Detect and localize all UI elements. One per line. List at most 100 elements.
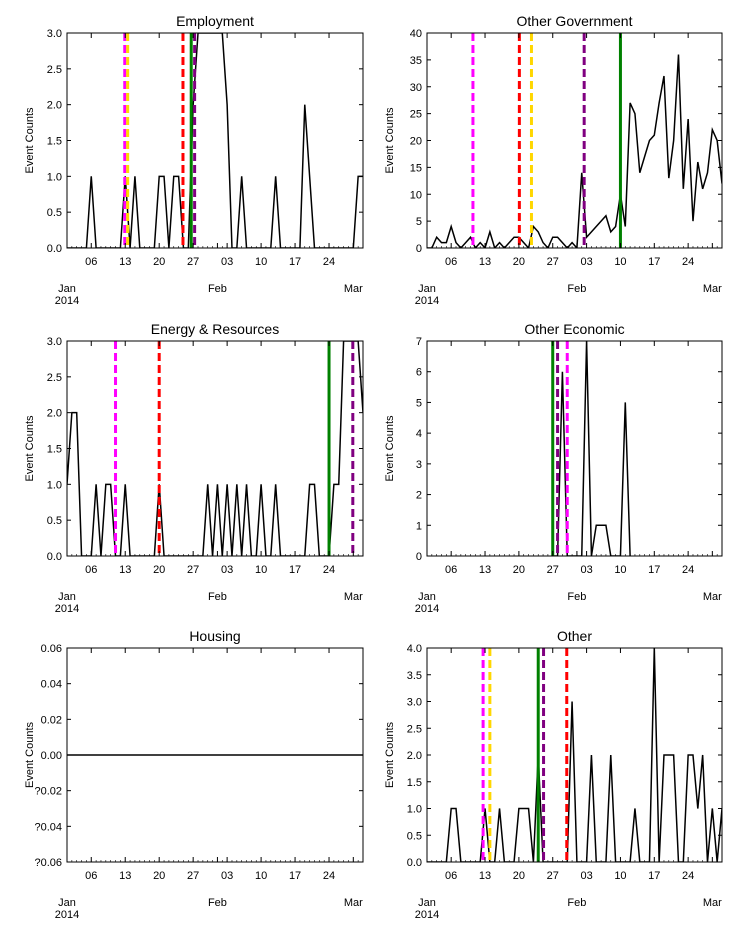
y-tick-label: 4 [416,428,422,440]
x-tick-label: 03 [221,564,233,576]
x-tick-label: 27 [547,256,559,268]
chart-panel: Other Government 0 5 10 15 20 25 30 35 40 Event Co… [384,13,723,307]
y-tick-label: ?0.06 [34,857,62,869]
x-month-label: Jan [58,897,76,909]
y-tick-label: 1.0 [47,479,62,491]
y-tick-label: 0.0 [407,857,422,869]
x-month-label: Mar [703,283,722,295]
x-tick-label: 20 [153,870,165,882]
x-tick-label: 27 [547,564,559,576]
y-tick-label: 0.02 [41,714,62,726]
series-line [552,341,631,556]
x-month-label: Feb [208,283,227,295]
chart-panel: Other Economic 0 1 2 3 4 5 6 7 Event Counts 06 13 20… [384,321,723,615]
x-tick-label: 10 [614,870,626,882]
series-line [67,341,363,556]
x-tick-label: 13 [119,256,131,268]
x-tick-label: 06 [445,256,457,268]
x-year-label: 2014 [415,295,439,307]
x-month-label: Mar [344,591,363,603]
x-tick-label: 10 [255,256,267,268]
x-year-label: 2014 [415,909,439,921]
x-tick-label: 20 [153,564,165,576]
y-tick-label: 1.0 [47,171,62,183]
y-tick-label: 7 [416,336,422,348]
x-month-label: Feb [567,591,586,603]
x-month-label: Jan [418,897,436,909]
x-tick-label: 03 [221,870,233,882]
x-month-label: Mar [703,591,722,603]
x-tick-label: 24 [682,870,694,882]
x-tick-label: 17 [648,256,660,268]
plot-frame [66,32,364,249]
y-tick-label: 0.0 [47,551,62,563]
x-tick-label: 17 [289,564,301,576]
y-tick-label: 40 [410,28,422,40]
x-tick-label: 06 [85,564,97,576]
x-month-label: Jan [418,591,436,603]
y-tick-label: 2.0 [47,100,62,112]
x-tick-label: 03 [580,564,592,576]
y-tick-label: 0.0 [47,243,62,255]
y-axis-label: Event Counts [384,415,396,482]
x-tick-label: 06 [445,564,457,576]
x-tick-label: 20 [513,870,525,882]
y-tick-label: 3.0 [47,28,62,40]
y-tick-label: 0.06 [41,643,62,655]
y-tick-label: 3.0 [407,697,422,709]
x-tick-label: 24 [323,564,335,576]
x-year-label: 2014 [55,295,79,307]
y-tick-label: 2.0 [407,750,422,762]
series-line [427,54,722,248]
plot-frame [426,340,723,557]
y-tick-label: 6 [416,367,422,379]
y-tick-label: 2.0 [47,408,62,420]
y-tick-label: ?0.02 [34,786,62,798]
chart-panel: Energy & Resources 0.0 0.5 1.0 1.5 2.0 2.5 3.0 E… [24,321,364,615]
y-tick-label: 0 [416,551,422,563]
x-tick-label: 17 [648,870,660,882]
x-tick-label: 06 [85,256,97,268]
y-tick-label: 2.5 [47,64,62,76]
chart-title: Other Economic [524,321,624,337]
y-axis-label: Event Counts [384,107,396,174]
x-year-label: 2014 [55,909,79,921]
series-line [67,33,363,248]
x-month-label: Feb [567,897,586,909]
y-axis-label: Event Counts [384,721,396,788]
chart-panel: Other 0.0 0.5 1.0 1.5 2.0 2.5 3.0 3.5 4.0 Event Co… [384,628,723,921]
y-tick-label: 2 [416,490,422,502]
x-tick-label: 20 [513,256,525,268]
x-tick-label: 24 [682,564,694,576]
y-tick-label: 1.5 [407,777,422,789]
y-tick-label: 2.5 [407,723,422,735]
x-tick-label: 13 [479,870,491,882]
x-tick-label: 27 [187,870,199,882]
y-tick-label: 35 [410,55,422,67]
x-year-label: 2014 [415,603,439,615]
x-tick-label: 24 [682,256,694,268]
y-tick-label: 15 [410,162,422,174]
y-tick-label: 4.0 [407,643,422,655]
x-tick-label: 24 [323,256,335,268]
y-tick-label: 0.00 [41,750,62,762]
x-tick-label: 10 [614,256,626,268]
y-tick-label: 25 [410,109,422,121]
x-tick-label: 17 [289,870,301,882]
chart-title: Energy & Resources [151,321,279,337]
y-tick-label: 0.04 [41,679,62,691]
y-tick-label: 1.0 [407,804,422,816]
x-tick-label: 13 [119,564,131,576]
x-tick-label: 03 [580,256,592,268]
x-tick-label: 24 [323,870,335,882]
y-tick-label: 1 [416,520,422,532]
x-tick-label: 10 [614,564,626,576]
y-tick-label: 10 [410,189,422,201]
y-tick-label: ?0.04 [34,821,62,833]
x-tick-label: 20 [153,256,165,268]
y-tick-label: 3.5 [407,670,422,682]
x-tick-label: 27 [187,256,199,268]
x-tick-label: 10 [255,870,267,882]
chart-panel: Housing ?0.06 ?0.04 ?0.02 0.00 0.02 0.04 0.06 Ev… [24,628,364,921]
